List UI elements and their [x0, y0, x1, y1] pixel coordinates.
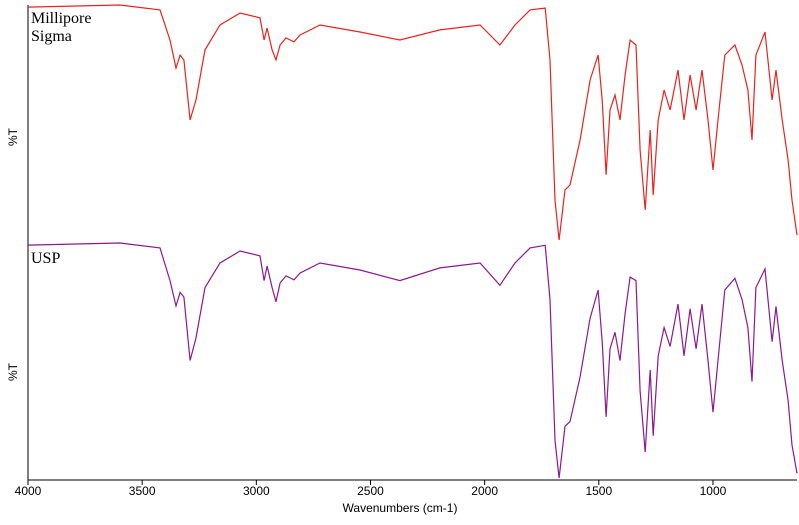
x-tick-label: 1000	[700, 484, 727, 498]
x-axis-label: Wavenumbers (cm-1)	[343, 501, 458, 515]
x-tick-label: 2500	[357, 484, 384, 498]
x-tick-label: 2000	[471, 484, 498, 498]
spectrum-line	[27, 4, 798, 241]
series-label: USP	[31, 250, 61, 267]
series-label: Millipore Sigma	[31, 10, 92, 45]
y-axis-label: %T	[6, 127, 20, 146]
x-tick-label: 3000	[243, 484, 270, 498]
y-axis-label: %T	[6, 362, 20, 381]
spectrum-line	[27, 242, 798, 479]
x-tick-label: 4000	[15, 484, 42, 498]
x-tick-label: 3500	[129, 484, 156, 498]
x-tick-label: 1500	[585, 484, 612, 498]
